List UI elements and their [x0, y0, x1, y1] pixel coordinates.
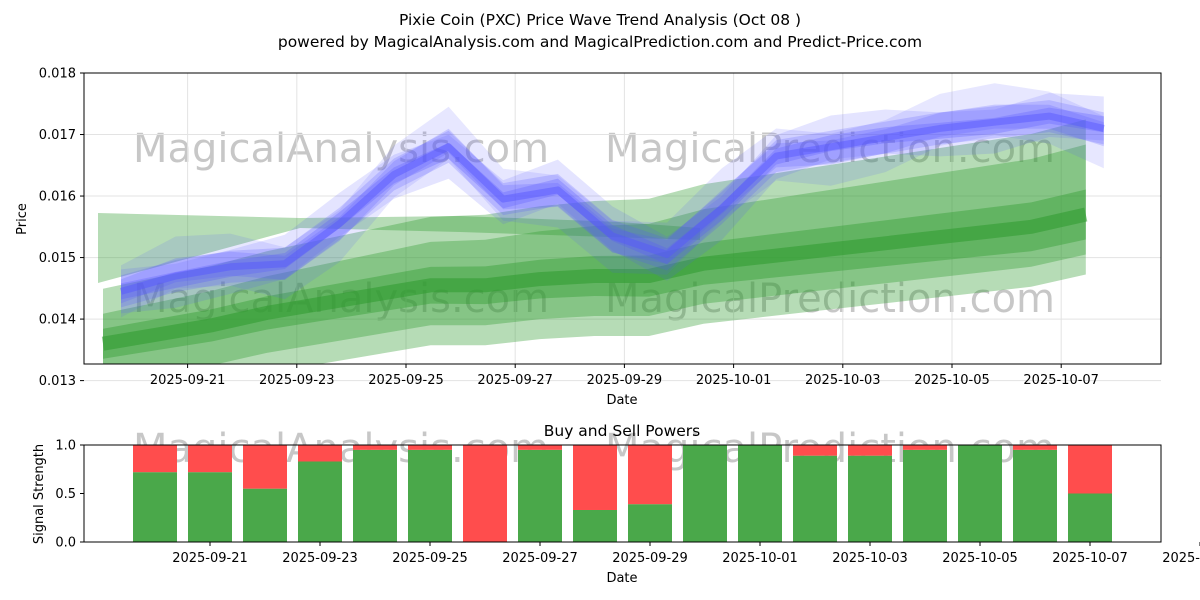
sell-bar [298, 445, 342, 462]
price-bands [98, 83, 1105, 364]
buy-bar [298, 461, 342, 542]
buy-bar [573, 509, 617, 542]
buy-bar [628, 504, 672, 542]
x-tick-label: 2025-09-29 [587, 373, 663, 388]
sell-bar [903, 445, 947, 450]
sell-bar [133, 445, 177, 473]
sell-bar [793, 445, 837, 456]
x-tick-label: 2025-10-03 [805, 373, 881, 388]
chart-title: Pixie Coin (PXC) Price Wave Trend Analys… [399, 11, 801, 29]
buy-bar [1068, 493, 1112, 542]
sell-bar [628, 445, 672, 505]
chart-subtitle: powered by MagicalAnalysis.com and Magic… [278, 33, 922, 51]
buy-bar [408, 449, 452, 542]
y-tick-label: 0.5 [55, 487, 76, 502]
sell-bar [518, 445, 562, 450]
x-tick-label: 2025-09-21 [150, 373, 226, 388]
sell-bar [1068, 445, 1112, 494]
price-plot-frame [83, 72, 1162, 365]
buy-bar [958, 445, 1002, 542]
x-tick-label: 2025-09-25 [368, 373, 444, 388]
x-tick-label: 2025-10-01 [696, 373, 772, 388]
x-tick-label: 2025-10-01 [722, 551, 798, 566]
trend-band [98, 213, 700, 283]
power-y-label: Signal Strength [32, 444, 47, 544]
sell-bar [463, 445, 507, 542]
sell-bar [573, 445, 617, 510]
buy-bar [1013, 449, 1057, 542]
y-tick-label: 0.0 [55, 536, 76, 551]
y-tick-label: 0.013 [39, 374, 76, 389]
sell-bar [1013, 445, 1057, 450]
buy-bar [518, 449, 562, 542]
buy-bar [133, 472, 177, 542]
watermark-text: MagicalAnalysis.com [133, 126, 549, 172]
watermark-text: MagicalPrediction.com [605, 276, 1055, 322]
y-tick-label: 1.0 [55, 439, 76, 454]
y-tick-label: 0.016 [39, 190, 76, 205]
sell-bar [243, 445, 287, 489]
x-tick-label: 2025-09-29 [612, 551, 688, 566]
buy-bar [793, 455, 837, 542]
price-band [121, 83, 1104, 318]
x-tick-label: 2025-09-21 [172, 551, 248, 566]
x-tick-label: 2025-10-05 [942, 551, 1018, 566]
sell-bar [188, 445, 232, 473]
price-plot: MagicalAnalysis.com MagicalPrediction.com… [15, 67, 1162, 408]
price-band [121, 104, 1104, 304]
sell-bar [848, 445, 892, 456]
buy-bar [353, 449, 397, 542]
buy-bar [848, 455, 892, 542]
watermark-layer: MagicalAnalysis.com MagicalPrediction.com… [133, 126, 1055, 322]
price-x-label: Date [606, 393, 637, 408]
watermark-text: MagicalPrediction.com [605, 126, 1055, 172]
price-line [120, 112, 1105, 295]
buy-bar [188, 472, 232, 542]
price-y-label: Price [15, 203, 30, 235]
power-x-axis: 2025-09-21 2025-09-23 2025-09-25 2025-09-27… [172, 542, 1200, 566]
trend-line [101, 207, 1088, 351]
y-tick-label: 0.014 [39, 313, 76, 328]
power-plot: Buy and Sell Powers MagicalAnalysis.comM… [32, 422, 1200, 586]
x-tick-label: 2025-10-03 [832, 551, 908, 566]
x-tick-label: 2025-10-09 [1162, 551, 1200, 566]
sell-bar [353, 445, 397, 450]
x-tick-label: 2025-10-05 [914, 373, 990, 388]
y-tick-label: 0.015 [39, 251, 76, 266]
power-x-label: Date [606, 571, 637, 586]
x-tick-label: 2025-09-23 [259, 373, 335, 388]
price-y-axis: 0.013 0.014 0.015 0.016 0.017 0.018 [39, 67, 84, 389]
y-tick-label: 0.017 [39, 128, 76, 143]
x-tick-label: 2025-09-25 [392, 551, 468, 566]
price-band [121, 107, 1104, 300]
power-title: Buy and Sell Powers [544, 422, 701, 440]
price-band [121, 100, 1104, 308]
buy-bar [903, 449, 947, 542]
y-tick-label: 0.018 [39, 67, 76, 82]
sell-bar [408, 445, 452, 450]
price-x-axis: 2025-09-21 2025-09-23 2025-09-25 2025-09-27… [150, 364, 1099, 388]
x-tick-label: 2025-09-27 [477, 373, 553, 388]
price-band [121, 93, 1104, 314]
x-tick-label: 2025-10-07 [1052, 551, 1128, 566]
x-tick-label: 2025-10-07 [1023, 373, 1099, 388]
buy-bar [683, 445, 727, 542]
x-tick-label: 2025-09-23 [282, 551, 358, 566]
buy-bar [243, 488, 287, 542]
power-bars [133, 445, 1112, 542]
buy-bar [738, 445, 782, 542]
x-tick-label: 2025-09-27 [502, 551, 578, 566]
power-y-axis: 0.0 0.5 1.0 [55, 439, 84, 551]
trend-band [103, 144, 1086, 364]
